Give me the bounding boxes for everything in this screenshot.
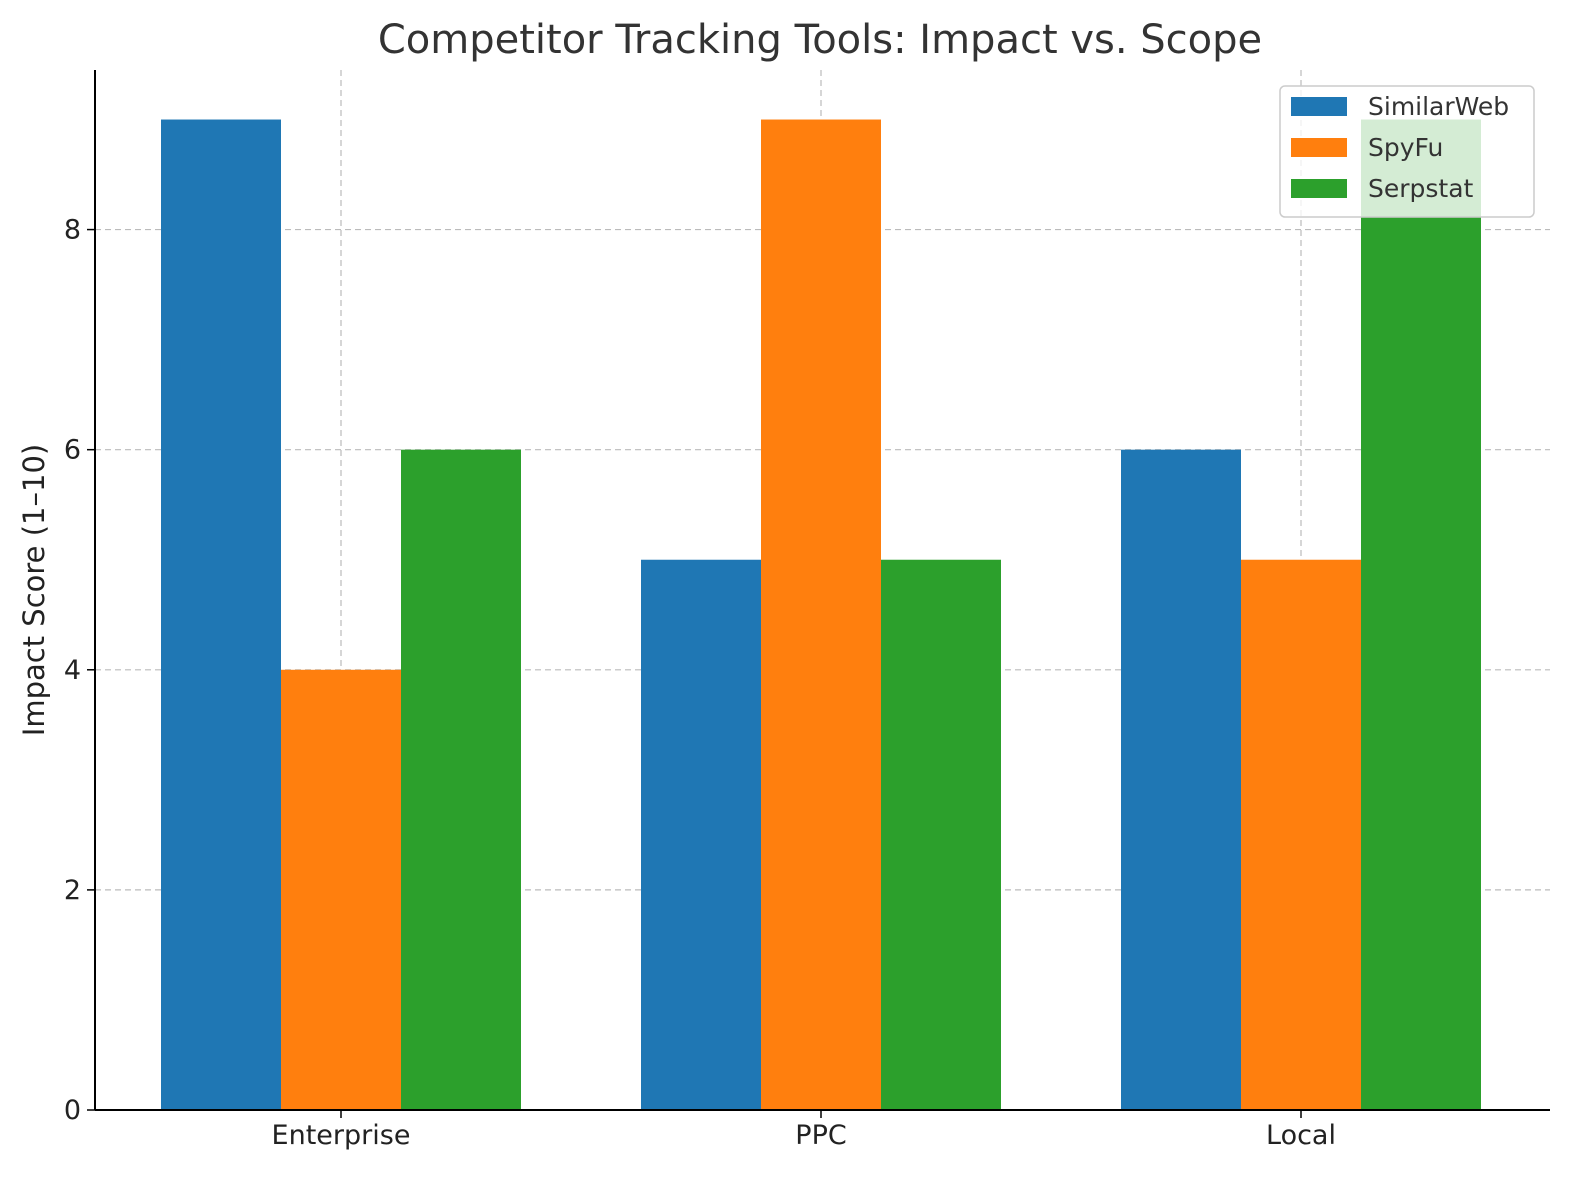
y-tick-label: 4 xyxy=(64,655,81,686)
ticks-layer: 0 2 4 6 8 Enterprise PPC Local xyxy=(64,215,1336,1151)
bar-spyfu-enterprise xyxy=(281,669,401,1110)
y-axis-title: Impact Score (1–10) xyxy=(17,444,51,736)
legend-label-similarweb: SimilarWeb xyxy=(1368,92,1509,121)
y-tick-label: 2 xyxy=(64,875,81,906)
bar-similarweb-local xyxy=(1121,449,1241,1111)
chart-title: Competitor Tracking Tools: Impact vs. Sc… xyxy=(378,17,1262,63)
legend: SimilarWeb SpyFu Serpstat xyxy=(1279,85,1535,218)
bar-similarweb-enterprise xyxy=(161,119,281,1111)
y-tick-label: 0 xyxy=(64,1095,81,1126)
y-tick-label: 6 xyxy=(64,435,81,466)
bar-serpstat-ppc xyxy=(881,559,1001,1110)
bar-spyfu-local xyxy=(1241,559,1361,1110)
bar-serpstat-enterprise xyxy=(401,449,521,1111)
bar-spyfu-ppc xyxy=(761,119,881,1111)
bars-layer xyxy=(161,119,1481,1111)
legend-swatch-spyfu xyxy=(1291,138,1347,157)
axes-layer xyxy=(94,70,1550,1111)
legend-swatch-serpstat xyxy=(1291,179,1347,198)
x-tick-label: Local xyxy=(1266,1120,1336,1151)
x-tick-label: Enterprise xyxy=(272,1120,411,1151)
legend-label-serpstat: Serpstat xyxy=(1368,174,1474,203)
legend-label-spyfu: SpyFu xyxy=(1368,133,1443,162)
bar-similarweb-ppc xyxy=(641,559,761,1110)
bar-serpstat-local xyxy=(1361,119,1481,1111)
legend-swatch-similarweb xyxy=(1291,97,1347,116)
x-tick-label: PPC xyxy=(795,1120,846,1151)
y-tick-label: 8 xyxy=(64,215,81,246)
